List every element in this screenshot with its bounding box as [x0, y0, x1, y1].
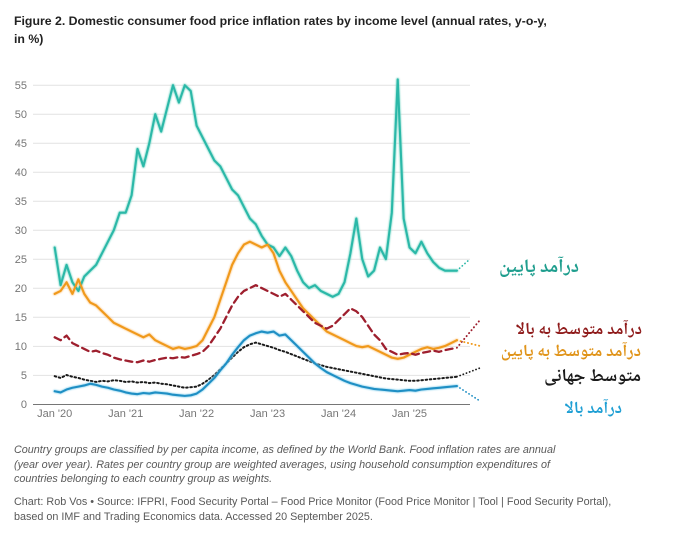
svg-text:Jan '24: Jan '24: [321, 408, 356, 420]
svg-text:50: 50: [15, 109, 27, 121]
svg-text:Jan '25: Jan '25: [392, 408, 427, 420]
svg-text:15: 15: [15, 312, 27, 324]
svg-text:30: 30: [15, 225, 27, 237]
svg-text:Jan '23: Jan '23: [250, 408, 285, 420]
svg-text:5: 5: [21, 370, 27, 382]
svg-text:0: 0: [21, 399, 27, 411]
svg-text:Jan '21: Jan '21: [108, 408, 143, 420]
svg-text:25: 25: [15, 254, 27, 266]
svg-text:20: 20: [15, 283, 27, 295]
svg-text:55: 55: [15, 80, 27, 92]
svg-text:10: 10: [15, 341, 27, 353]
svg-text:40: 40: [15, 167, 27, 179]
svg-text:Jan '20: Jan '20: [37, 408, 72, 420]
svg-text:Jan '22: Jan '22: [179, 408, 214, 420]
svg-text:35: 35: [15, 196, 27, 208]
svg-text:45: 45: [15, 138, 27, 150]
